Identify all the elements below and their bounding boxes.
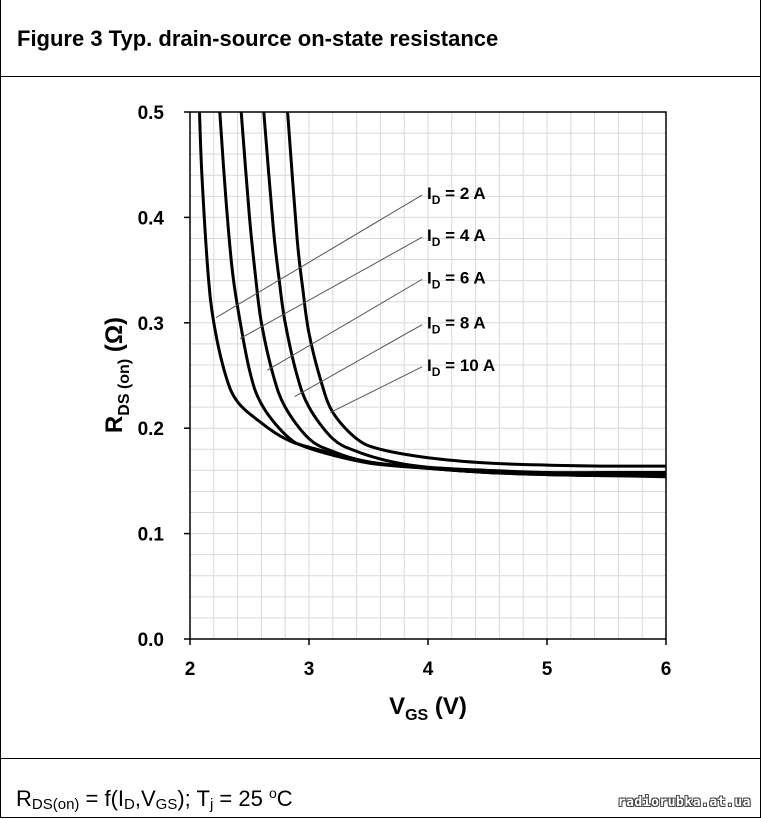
series-leader-3 xyxy=(267,278,423,371)
y-axis-label-unit: (Ω) xyxy=(101,317,128,359)
caption-id-sub: D xyxy=(124,796,135,813)
caption-mid3: ); T xyxy=(177,786,210,811)
figure-header: Figure 3 Typ. drain-source on-state resi… xyxy=(0,0,761,77)
series-label-4: ID = 8 A xyxy=(427,314,486,337)
caption-unit: C xyxy=(276,786,293,811)
watermark: radiorubka.at.ua xyxy=(617,795,751,810)
chart-svg: ID = 2 A ID = 4 A ID = 6 A ID = 8 A ID = 10 … xyxy=(101,103,672,724)
x-tick-label: 4 xyxy=(423,659,434,680)
chart-curves xyxy=(198,112,666,479)
y-axis-label: RDS (on) (Ω) xyxy=(101,317,133,433)
chart-tick-labels: 2 3 4 5 6 0.0 0.1 0.2 0.3 0.4 0.5 xyxy=(138,103,672,680)
caption-mid2: ,V xyxy=(134,786,156,811)
caption-r: R xyxy=(16,786,32,811)
x-axis-label-main: V xyxy=(389,693,405,720)
y-tick-label: 0.2 xyxy=(138,419,164,440)
figure-title: Figure 3 Typ. drain-source on-state resi… xyxy=(17,26,499,51)
y-axis-label-main: R xyxy=(101,416,128,433)
series-leader-2 xyxy=(239,236,423,340)
y-tick-label: 0.4 xyxy=(138,208,165,229)
x-tick-label: 6 xyxy=(661,659,672,680)
caption-mid1: = f(I xyxy=(79,786,125,811)
series-line-3 xyxy=(239,112,666,477)
caption-tj-sub: j xyxy=(209,796,214,813)
x-axis-label: VGS (V) xyxy=(389,693,467,724)
chart-grid xyxy=(190,112,666,639)
series-line-5 xyxy=(286,112,666,468)
series-line-2 xyxy=(218,112,666,478)
series-leader-4 xyxy=(294,324,423,398)
y-axis-label-sub: DS (on) xyxy=(116,359,133,416)
series-label-1: ID = 2 A xyxy=(427,184,486,207)
footer-divider xyxy=(0,758,761,759)
x-tick-label: 5 xyxy=(542,659,553,680)
series-label-3: ID = 6 A xyxy=(427,268,486,291)
chart-axes xyxy=(184,111,667,645)
x-tick-label: 3 xyxy=(304,659,315,680)
x-tick-label: 2 xyxy=(185,659,196,680)
x-axis-label-unit: (V) xyxy=(428,693,467,720)
series-leader-1 xyxy=(215,194,423,318)
caption-mid4: = 25 xyxy=(213,786,269,811)
series-label-5: ID = 10 A xyxy=(427,356,495,379)
caption-vgs-sub: GS xyxy=(155,796,178,813)
figure-caption: RDS(on) = f(ID,VGS); Tj = 25 oC xyxy=(16,785,293,813)
y-tick-label: 0.5 xyxy=(138,103,165,124)
series-label-2: ID = 4 A xyxy=(427,226,486,249)
caption-deg-sup: o xyxy=(268,785,277,801)
y-tick-label: 0.0 xyxy=(138,630,164,651)
series-leader-5 xyxy=(330,366,423,413)
chart-series-labels: ID = 2 A ID = 4 A ID = 6 A ID = 8 A ID = 10 … xyxy=(215,184,495,413)
y-tick-label: 0.1 xyxy=(138,525,165,546)
x-axis-label-sub: GS xyxy=(405,707,428,724)
y-tick-label: 0.3 xyxy=(138,314,164,335)
caption-r-sub: DS(on) xyxy=(31,796,80,813)
